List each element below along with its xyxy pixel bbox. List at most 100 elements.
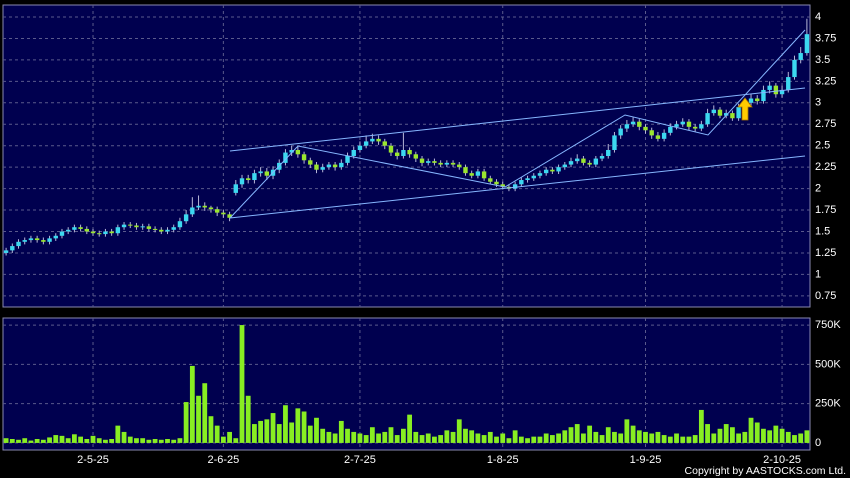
candle-body <box>643 126 648 131</box>
candle-body <box>755 98 760 102</box>
candle-body <box>221 212 226 215</box>
volume-bar <box>698 409 704 443</box>
volume-bar <box>568 427 574 443</box>
candle-body <box>264 171 270 176</box>
candle-body <box>469 173 474 176</box>
candle-body <box>767 85 772 90</box>
candle-body <box>450 162 456 165</box>
candle-body <box>227 214 232 218</box>
volume-bar <box>34 439 40 443</box>
volume-bar <box>165 439 170 443</box>
candle-body <box>488 178 493 182</box>
candle-body <box>41 240 46 242</box>
channel-upper <box>229 87 806 152</box>
candle-body <box>624 124 630 129</box>
candle-body <box>59 231 65 236</box>
volume-bar <box>525 438 530 443</box>
volume-bar <box>202 383 208 443</box>
volume-bar <box>283 405 288 443</box>
candle-body <box>190 207 195 215</box>
volume-bar <box>450 431 456 443</box>
candle-body <box>699 124 704 129</box>
candle-body <box>339 162 344 168</box>
candle-body <box>804 34 810 54</box>
volume-bar <box>618 433 624 443</box>
volume-bar <box>717 428 723 443</box>
candle-body <box>556 167 561 172</box>
candle-body <box>65 229 71 232</box>
candle-body <box>53 235 58 239</box>
candle-body <box>401 149 406 156</box>
volume-bar <box>636 430 642 443</box>
candle-body <box>692 126 698 129</box>
candle-body <box>481 171 487 179</box>
x-tick-label: 1-8-25 <box>487 454 519 466</box>
candle-body <box>159 229 164 232</box>
volume-bar <box>506 438 512 443</box>
volume-bar <box>252 424 257 443</box>
volume-bar <box>9 439 15 443</box>
volume-bar <box>332 433 338 443</box>
volume-bar <box>798 433 804 443</box>
candle-body <box>630 121 636 125</box>
candle-body <box>730 113 735 119</box>
candle-body <box>705 113 710 125</box>
volume-bar <box>643 431 648 443</box>
candle-body <box>717 109 723 116</box>
volume-bar <box>369 427 375 443</box>
candle-body <box>457 164 462 168</box>
volume-bar <box>78 436 83 443</box>
candle-body <box>798 53 803 60</box>
volume-bar <box>773 425 779 443</box>
candle-body <box>121 224 127 228</box>
candle-body <box>779 89 785 95</box>
candle-body <box>3 250 9 253</box>
candle-body <box>146 226 152 229</box>
volume-bar <box>158 439 164 443</box>
volume-bar <box>59 435 65 443</box>
volume-bar <box>500 433 506 443</box>
volume-bar <box>16 439 21 443</box>
candle-body <box>332 164 338 168</box>
candle-body <box>103 231 108 235</box>
volume-bar <box>47 437 52 443</box>
candle-body <box>183 214 189 222</box>
volume-bar <box>574 424 580 443</box>
candle-body <box>593 158 599 165</box>
y-tick-label: 3.25 <box>815 75 836 87</box>
y-tick-label: 0 <box>815 437 821 449</box>
candle-body <box>152 228 158 230</box>
signal-arrow <box>737 97 753 121</box>
candle-body <box>115 227 121 234</box>
candle-body <box>388 145 394 153</box>
candle-body <box>637 121 642 127</box>
candle-body <box>97 233 102 235</box>
volume-bar <box>22 438 28 443</box>
volume-bar <box>320 428 326 443</box>
candle-body <box>382 141 387 146</box>
volume-bar <box>475 433 481 443</box>
candle-body <box>494 181 499 185</box>
y-tick-label: 250K <box>815 398 841 410</box>
candle-body <box>736 107 741 119</box>
candle-body <box>432 161 437 163</box>
volume-bar <box>407 414 413 443</box>
volume-bar <box>487 431 493 443</box>
volume-bar <box>413 431 419 443</box>
volume-bar <box>736 433 742 443</box>
candle-body <box>326 164 332 168</box>
volume-bar <box>543 433 549 443</box>
candle-body <box>214 209 220 213</box>
candle-body <box>500 184 505 187</box>
volume-bar <box>711 433 717 443</box>
volume-bar <box>115 425 121 443</box>
candle-body <box>283 152 288 163</box>
volume-bar <box>804 430 810 443</box>
candle-body <box>233 184 238 193</box>
candle-body <box>531 175 536 179</box>
candle-body <box>10 246 15 251</box>
volume-bar <box>96 438 102 443</box>
candle-body <box>16 241 21 247</box>
